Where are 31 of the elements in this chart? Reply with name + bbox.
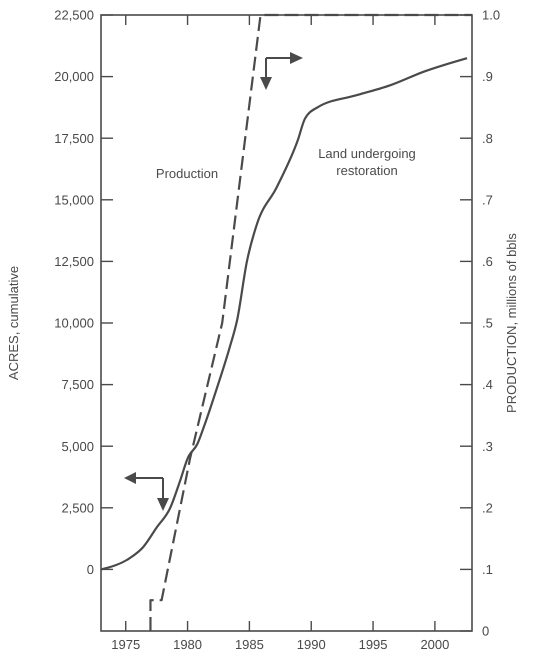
y-tick-label: 15,000 xyxy=(54,192,94,208)
y2-axis-title: PRODUCTION, millions of bbls xyxy=(504,232,519,413)
y2-tick-label: 0 xyxy=(482,624,490,639)
y-tick-label: 22,500 xyxy=(54,8,94,23)
series-label: Production xyxy=(156,166,218,181)
y2-tick-label: .5 xyxy=(482,316,493,331)
x-tick-label: 1990 xyxy=(296,637,326,652)
y2-tick-label: .7 xyxy=(482,192,493,208)
y-tick-label: 2,500 xyxy=(61,500,94,516)
y2-tick-label: .1 xyxy=(482,562,493,577)
y2-tick-label: .9 xyxy=(482,69,493,84)
x-tick-label: 1985 xyxy=(234,637,264,652)
y2-tick-label: .4 xyxy=(482,377,493,392)
y2-tick-label: .6 xyxy=(482,254,493,269)
y2-tick-label: .2 xyxy=(482,500,493,516)
x-tick-label: 1980 xyxy=(173,637,202,652)
y-axis-title: ACRES, cumulative xyxy=(6,266,21,380)
y-tick-label: 12,500 xyxy=(54,254,94,269)
y-tick-label: 17,500 xyxy=(54,130,94,146)
x-tick-label: 1995 xyxy=(358,637,388,652)
x-tick-label: 1975 xyxy=(111,637,140,652)
y-tick-label: 20,000 xyxy=(54,69,94,84)
y-tick-label: 10,000 xyxy=(54,316,94,331)
y-tick-label: 7,500 xyxy=(61,377,94,392)
y-tick-label: 5,000 xyxy=(61,438,94,454)
x-tick-label: 2000 xyxy=(420,637,450,652)
series-label: Land undergoing restoration xyxy=(318,146,416,178)
y2-tick-label: .3 xyxy=(482,438,493,454)
y-tick-label: 0 xyxy=(86,562,94,577)
y2-tick-label: 1.0 xyxy=(482,8,500,23)
y2-tick-label: .8 xyxy=(482,130,493,146)
